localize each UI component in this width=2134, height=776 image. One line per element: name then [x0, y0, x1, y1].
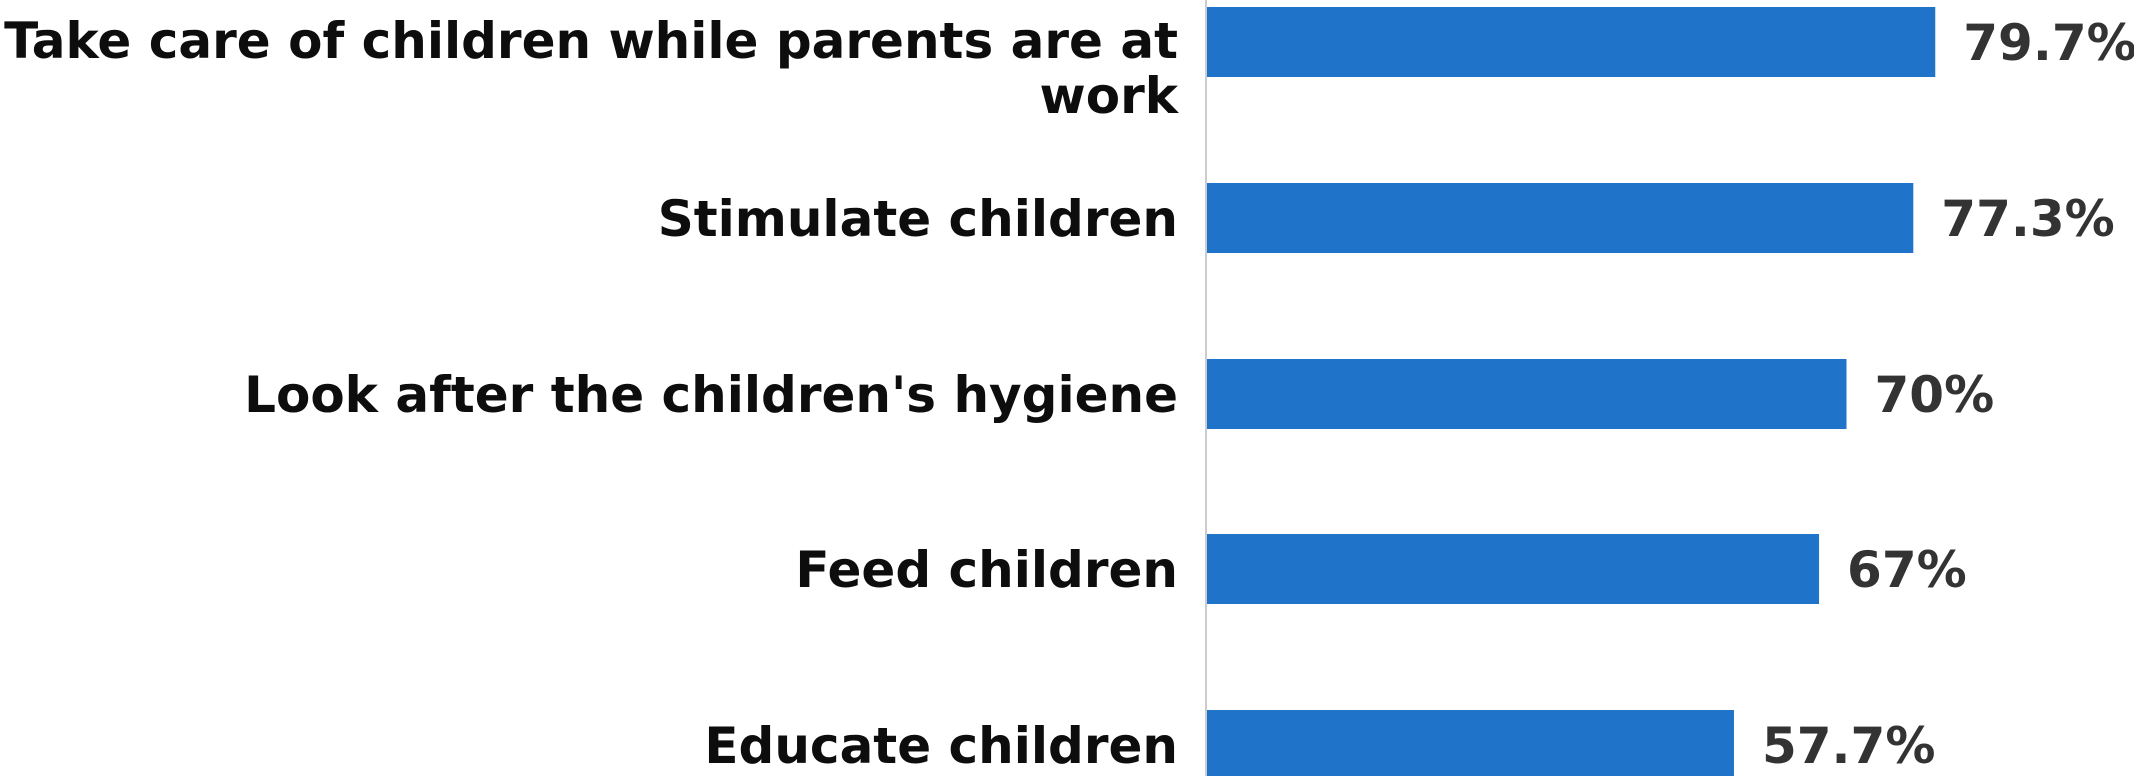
value-labels: 79.7% 77.3% 70% 67% 57.7%	[1762, 14, 2134, 775]
bars	[1206, 7, 1936, 776]
category-label: Educate children	[704, 717, 1178, 775]
value-label: 70%	[1875, 366, 1995, 424]
bar	[1206, 534, 1820, 604]
bar	[1206, 710, 1734, 776]
value-label: 79.7%	[1963, 14, 2134, 72]
value-label: 57.7%	[1762, 717, 1935, 775]
value-label: 77.3%	[1941, 190, 2114, 248]
category-label: Take care of children while parents are …	[4, 12, 1180, 125]
category-label: Stimulate children	[658, 190, 1178, 248]
value-label: 67%	[1847, 541, 1967, 599]
bar	[1206, 183, 1914, 253]
bar	[1206, 359, 1847, 429]
bar	[1206, 7, 1936, 77]
category-label: Feed children	[795, 541, 1178, 599]
category-labels: Take care of children while parents are …	[4, 12, 1180, 775]
category-label: Look after the children's hygiene	[244, 366, 1178, 424]
